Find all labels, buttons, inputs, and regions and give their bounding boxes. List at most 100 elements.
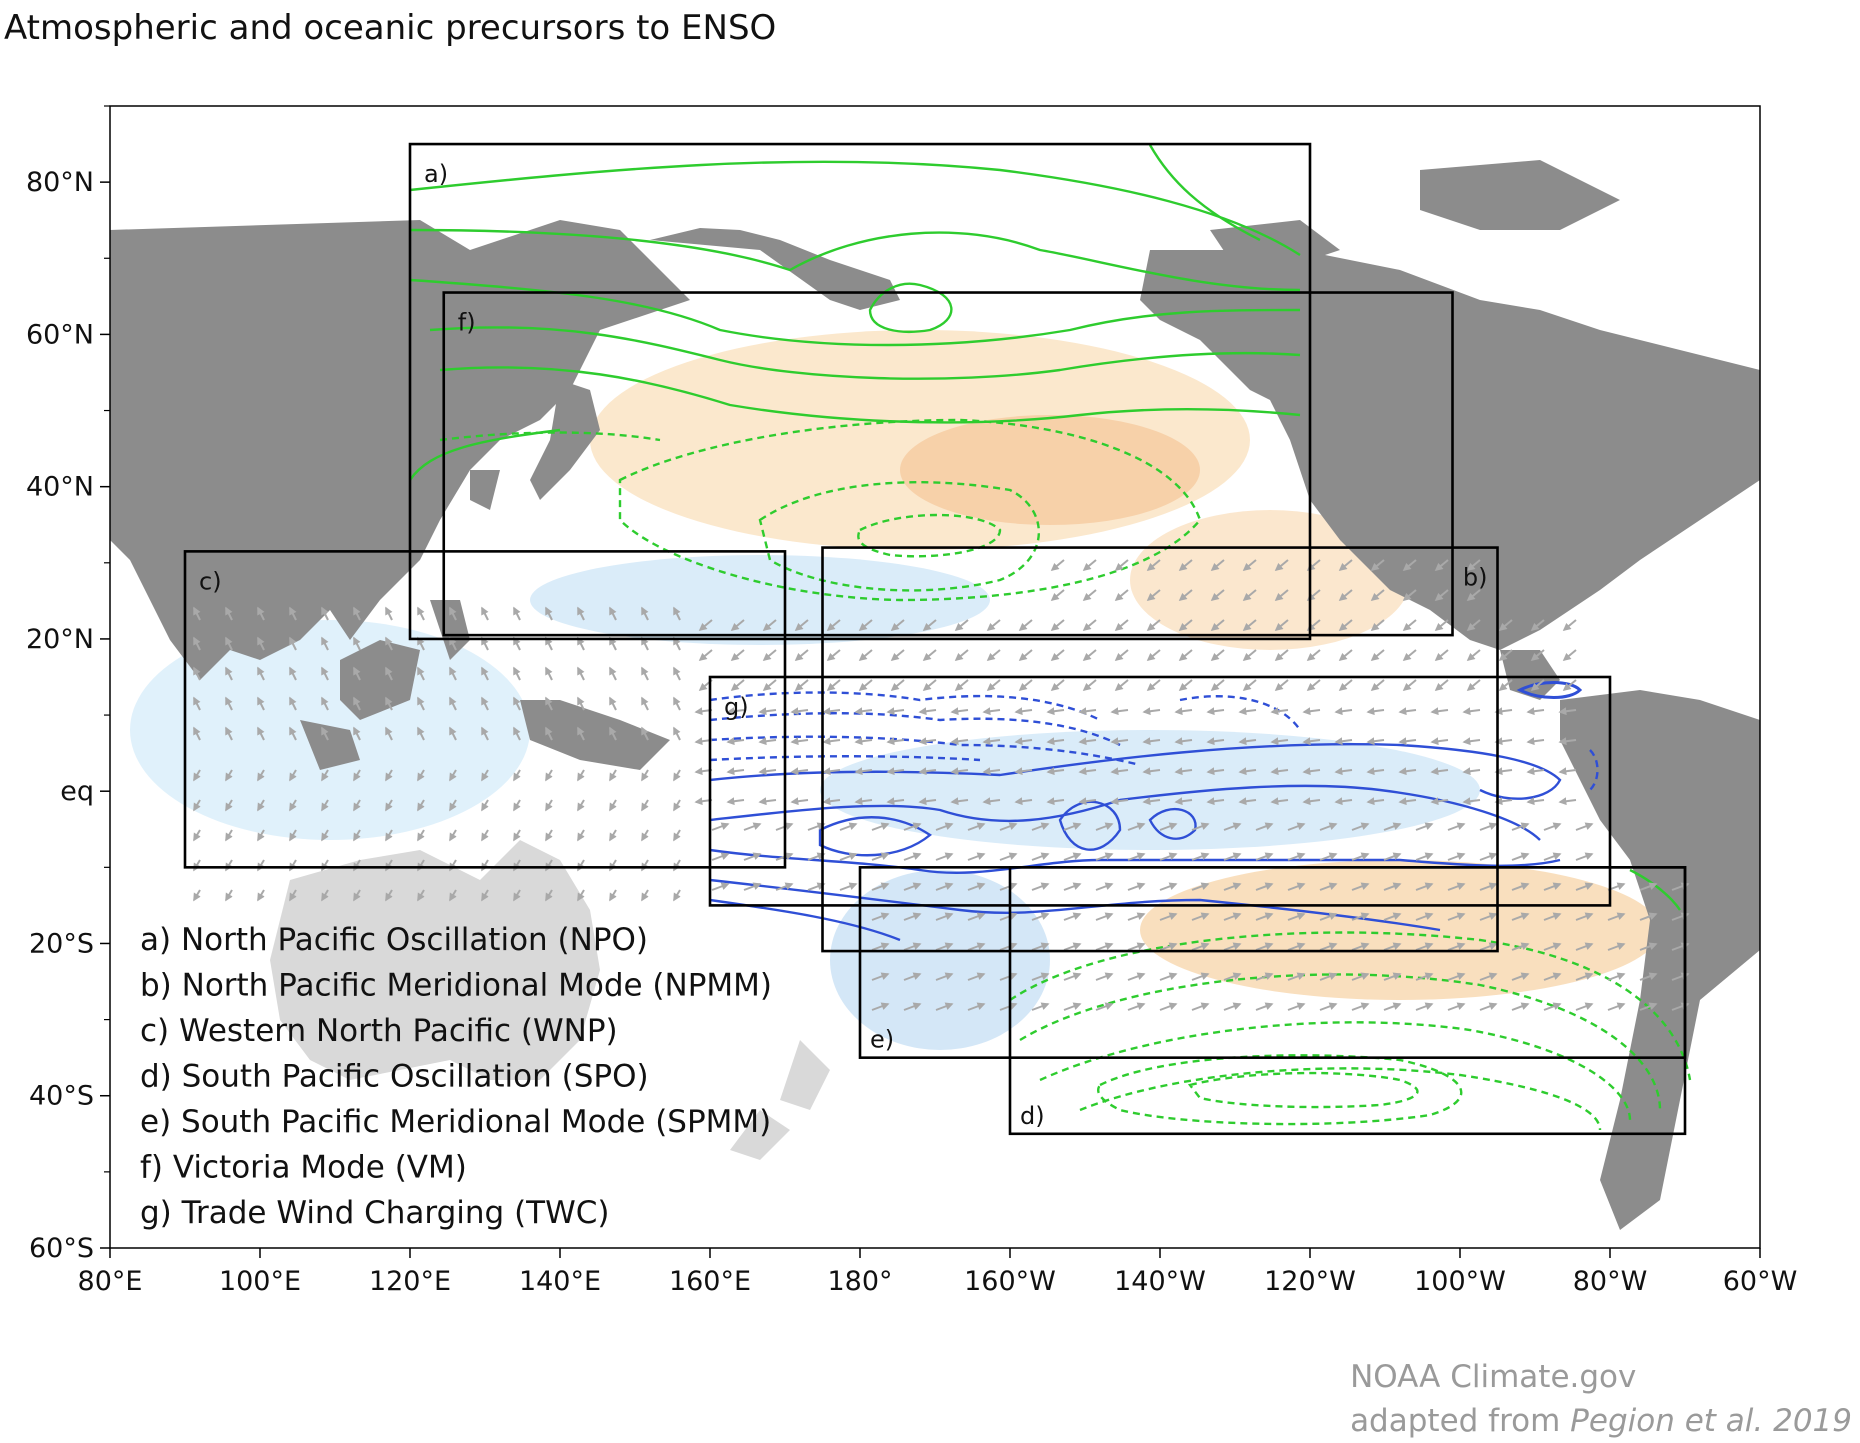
wind-arrow	[1114, 679, 1129, 692]
wind-arrow	[1402, 679, 1417, 692]
wind-arrow	[790, 707, 809, 716]
region-label-a: a)	[424, 160, 448, 188]
wind-arrow	[1434, 649, 1449, 662]
wind-arrow	[1530, 679, 1545, 692]
wind-arrow	[967, 912, 986, 921]
wind-arrow	[513, 769, 521, 782]
wind-arrow	[1242, 589, 1257, 602]
wind-arrow	[1511, 1002, 1530, 1011]
wind-arrow	[1146, 589, 1161, 602]
region-box-a	[408, 142, 1312, 641]
wind-arrow	[858, 619, 873, 632]
wind-arrow	[1383, 882, 1402, 891]
wind-arrow	[225, 889, 233, 902]
wind-arrow	[826, 649, 841, 662]
wind-arrow	[1223, 1002, 1242, 1011]
wind-arrow	[935, 1002, 954, 1011]
wind-arrow	[1014, 797, 1033, 806]
wind-arrow	[225, 769, 233, 782]
wind-arrow	[1050, 619, 1065, 632]
wind-arrow	[1031, 912, 1050, 921]
wind-arrow	[1319, 972, 1338, 981]
region-label-f: f)	[458, 309, 476, 337]
wind-arrow	[1415, 852, 1434, 861]
wind-arrow	[1306, 679, 1321, 692]
wind-arrow	[1447, 822, 1466, 831]
wind-arrow	[545, 769, 553, 782]
wind-arrow	[1543, 822, 1562, 831]
legend-item-4: e) South Pacific Meridional Mode (SPMM)	[140, 1104, 771, 1140]
wind-arrow	[1174, 707, 1193, 716]
wind-arrow	[1383, 1002, 1402, 1011]
wind-arrow	[1255, 912, 1274, 921]
wind-arrow	[775, 882, 794, 891]
wind-arrow	[790, 737, 809, 746]
wind-arrow	[1255, 1002, 1274, 1011]
wind-arrow	[1050, 559, 1065, 572]
lat-tick-label-3: 20°N	[26, 624, 94, 655]
wind-arrow	[1127, 882, 1146, 891]
wind-arrow	[1050, 589, 1065, 602]
wind-arrow	[1191, 822, 1210, 831]
wind-arrow	[1031, 972, 1050, 981]
wind-arrow	[1415, 882, 1434, 891]
wind-arrow	[609, 696, 617, 711]
wind-arrow	[1223, 912, 1242, 921]
wind-arrow	[1402, 649, 1417, 662]
wind-arrow	[321, 606, 329, 621]
slp-contours-south	[1009, 931, 1692, 1131]
wind-arrow	[711, 852, 730, 861]
wind-arrow	[1479, 972, 1498, 981]
wind-arrow	[1127, 942, 1146, 951]
wind-arrow	[950, 767, 969, 776]
wind-arrow	[609, 889, 617, 902]
wind-arrow	[1319, 882, 1338, 891]
wind-arrow	[871, 912, 890, 921]
wind-arrow	[1063, 942, 1082, 951]
wind-arrow	[1127, 852, 1146, 861]
wind-arrow	[967, 882, 986, 891]
wind-arrow	[762, 619, 777, 632]
wind-arrow	[1095, 1002, 1114, 1011]
wind-arrow	[711, 882, 730, 891]
wind-arrow	[1142, 707, 1161, 716]
wind-arrow	[903, 882, 922, 891]
wind-arrow	[289, 726, 297, 741]
wind-arrow	[1191, 972, 1210, 981]
wind-arrow	[673, 769, 681, 782]
wind-arrow	[1127, 912, 1146, 921]
wind-arrow	[641, 696, 649, 711]
wind-arrow	[1447, 852, 1466, 861]
wind-arrow	[257, 666, 265, 681]
wind-vector-field	[193, 559, 1690, 1011]
wind-arrow	[794, 679, 809, 692]
region-label-d: d)	[1020, 1102, 1045, 1130]
wind-arrow	[1526, 707, 1545, 716]
wind-arrow	[353, 636, 361, 651]
wind-arrow	[1270, 737, 1289, 746]
wind-arrow	[1274, 679, 1289, 692]
wind-arrow	[1302, 707, 1321, 716]
wind-arrow	[1078, 767, 1097, 776]
wind-arrow	[1498, 679, 1513, 692]
wind-arrow	[999, 912, 1018, 921]
wind-arrow	[1142, 797, 1161, 806]
wind-arrow	[385, 799, 393, 812]
wind-arrow	[1466, 559, 1481, 572]
wind-arrow	[1242, 559, 1257, 572]
wind-arrow	[1415, 1002, 1434, 1011]
wind-arrow	[1046, 707, 1065, 716]
wind-arrow	[1223, 882, 1242, 891]
wind-arrow	[1334, 797, 1353, 806]
wind-arrow	[886, 707, 905, 716]
wind-arrow	[935, 972, 954, 981]
wind-arrow	[1046, 767, 1065, 776]
wind-arrow	[545, 726, 553, 741]
wind-arrow	[1142, 737, 1161, 746]
wind-arrow	[193, 799, 201, 812]
credit-source: NOAA Climate.gov	[1350, 1359, 1637, 1395]
wind-arrow	[577, 666, 585, 681]
wind-arrow	[871, 852, 890, 861]
wind-arrow	[1607, 942, 1626, 951]
wind-arrow	[193, 636, 201, 651]
